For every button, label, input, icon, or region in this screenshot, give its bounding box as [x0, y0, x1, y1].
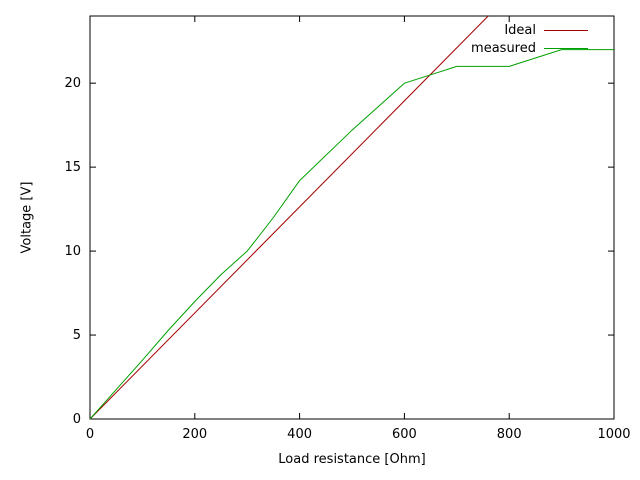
series-line-measured [89, 49, 614, 420]
x-tick-label: 400 [287, 427, 312, 442]
x-tick-label: 200 [182, 427, 207, 442]
y-axis-label: Voltage [V] [19, 181, 35, 254]
plot-frame [89, 15, 615, 420]
legend-line-sample-ideal [544, 29, 588, 31]
y-tick-label: 10 [64, 244, 81, 259]
x-tick-label: 600 [392, 427, 417, 442]
legend-line-sample-measured [544, 47, 588, 49]
y-tick-label: 5 [73, 328, 81, 343]
x-tick-label: 0 [86, 427, 94, 442]
series-line-ideal [89, 15, 489, 420]
x-axis-label: Load resistance [Ohm] [278, 452, 426, 467]
y-tick-label: 0 [73, 412, 81, 427]
legend-label-measured: measured [471, 40, 536, 56]
legend-item-ideal: Ideal [444, 21, 588, 39]
y-tick-label: 15 [64, 160, 81, 175]
legend: Ideal measured [444, 21, 588, 57]
x-tick-label: 1000 [597, 427, 630, 442]
legend-item-measured: measured [444, 39, 588, 57]
y-tick-label: 20 [64, 76, 81, 91]
legend-label-ideal: Ideal [504, 22, 536, 38]
x-tick-label: 800 [497, 427, 522, 442]
